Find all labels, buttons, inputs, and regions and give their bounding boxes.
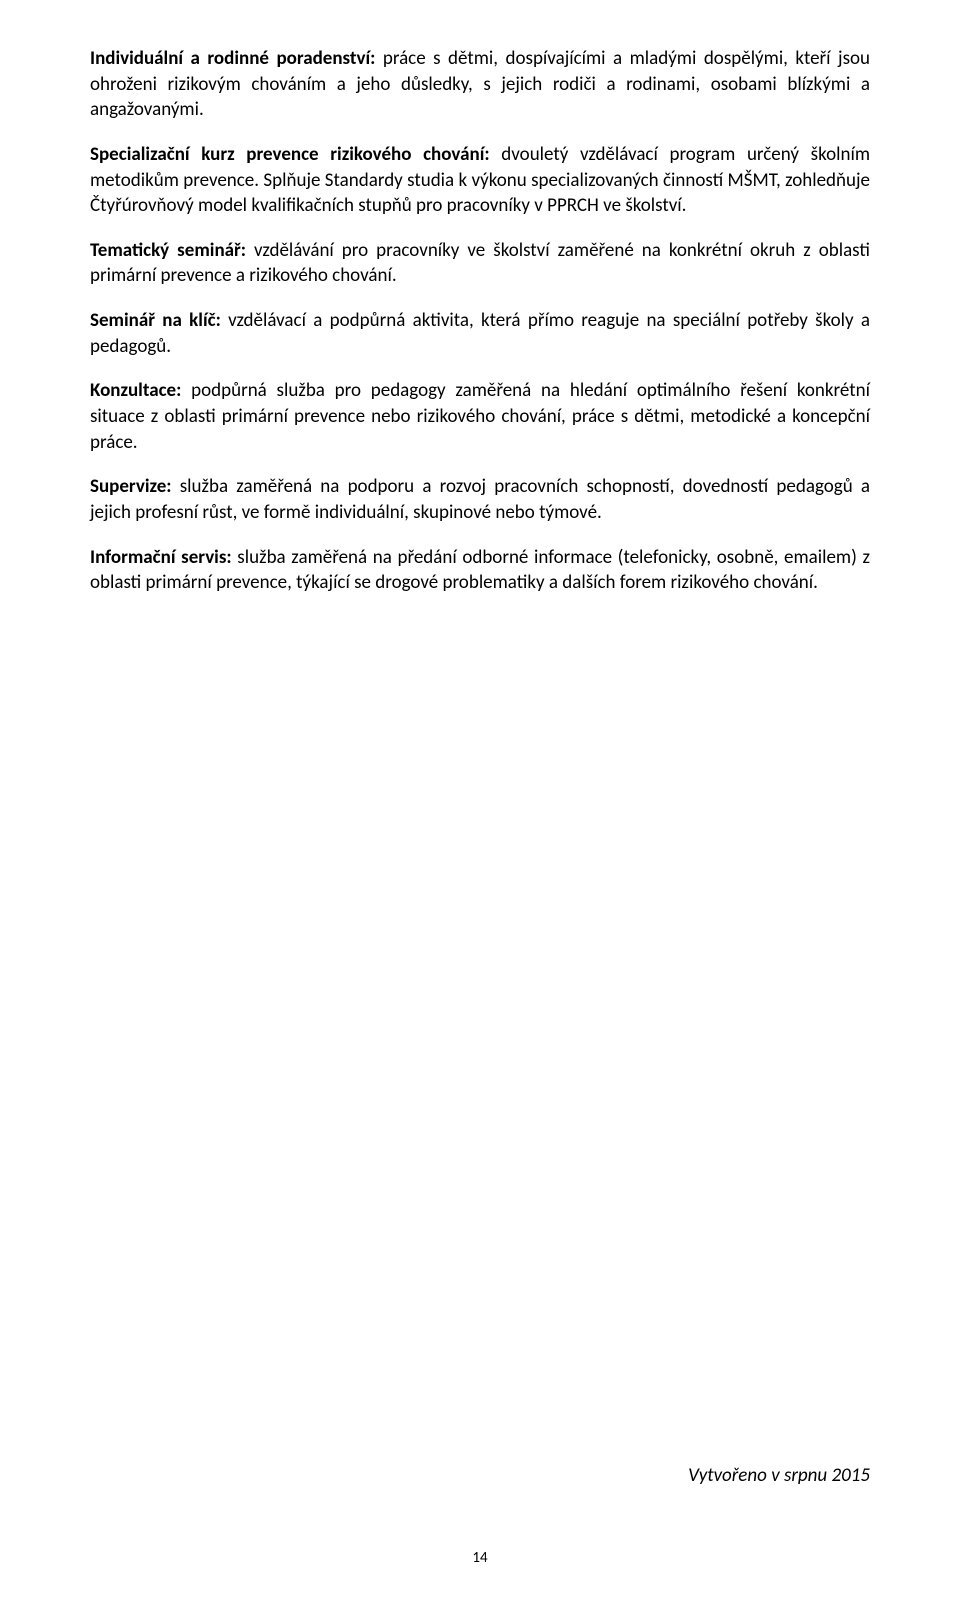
paragraph-5-text: podpůrná služba pro pedagogy zaměřená na… — [90, 379, 870, 453]
paragraph-3-bold: Tematický seminář: — [90, 239, 246, 262]
footer-date: Vytvořeno v srpnu 2015 — [688, 1464, 870, 1487]
paragraph-1-bold: Individuální a rodinné poradenství: — [90, 47, 375, 70]
paragraph-7: Informační servis: služba zaměřená na př… — [90, 545, 870, 596]
page-number: 14 — [0, 1549, 960, 1567]
paragraph-5-bold: Konzultace: — [90, 379, 181, 402]
paragraph-2: Specializační kurz prevence rizikového c… — [90, 142, 870, 219]
paragraph-6-bold: Supervize: — [90, 475, 172, 498]
paragraph-5: Konzultace: podpůrná služba pro pedagogy… — [90, 378, 870, 455]
paragraph-2-bold: Specializační kurz prevence rizikového c… — [90, 143, 490, 166]
paragraph-4: Seminář na klíč: vzdělávací a podpůrná a… — [90, 308, 870, 359]
paragraph-4-bold: Seminář na klíč: — [90, 309, 221, 332]
paragraph-3: Tematický seminář: vzdělávání pro pracov… — [90, 238, 870, 289]
paragraph-6: Supervize: služba zaměřená na podporu a … — [90, 474, 870, 525]
paragraph-7-bold: Informační servis: — [90, 546, 232, 569]
paragraph-1: Individuální a rodinné poradenství: prác… — [90, 46, 870, 123]
paragraph-6-text: služba zaměřená na podporu a rozvoj prac… — [90, 475, 870, 524]
